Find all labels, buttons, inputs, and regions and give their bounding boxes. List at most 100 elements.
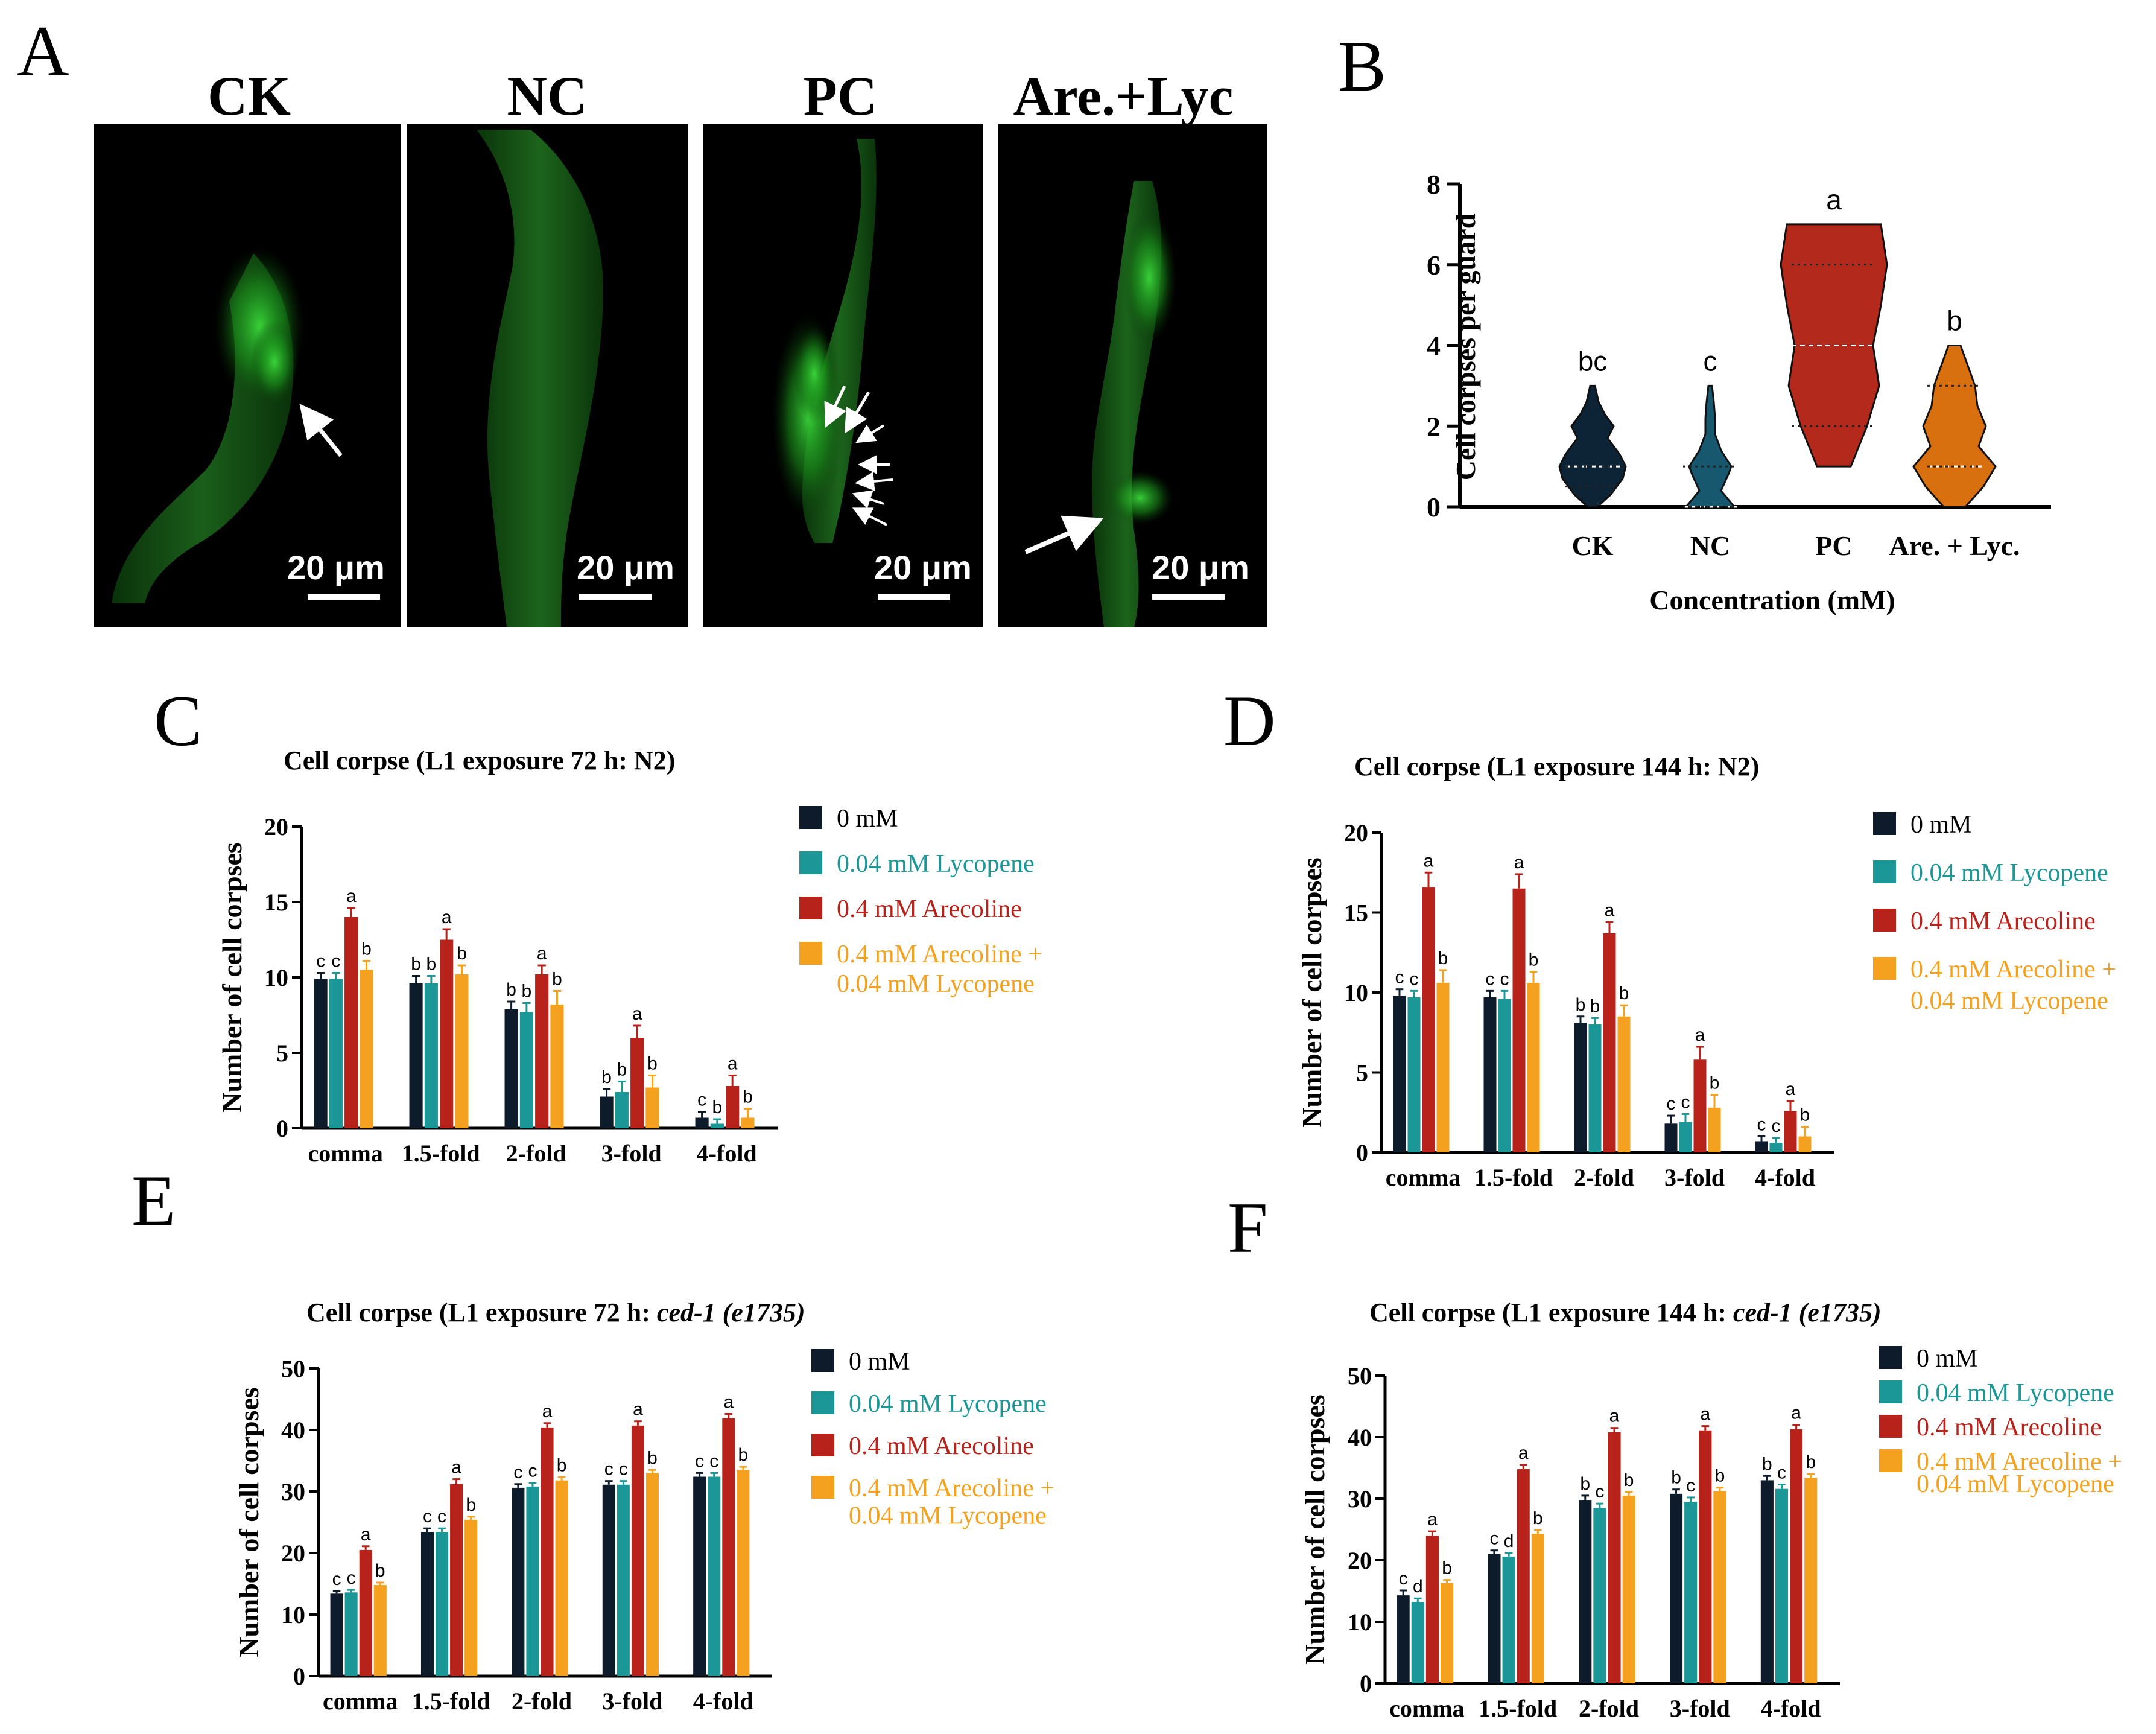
significance-letter: a (1514, 853, 1524, 872)
bar (1517, 1469, 1530, 1683)
legend-label: 0.04 mM Lycopene (837, 970, 1035, 998)
bar (645, 1473, 659, 1676)
legend-swatch (1873, 909, 1896, 932)
legend-swatch (1873, 860, 1896, 883)
panel-f-bar-chart: F Cell corpse (L1 exposure 144 h: ced-1 (… (1228, 1187, 2122, 1722)
significance-letter: a (1609, 1406, 1620, 1426)
scale-bar-nc: 20 μm (577, 548, 674, 586)
scale-bar-ck: 20 μm (287, 548, 385, 586)
significance-letter: b (1624, 1470, 1634, 1490)
bar (630, 1038, 644, 1128)
significance-letter: b (411, 954, 421, 974)
bar (1527, 983, 1540, 1152)
significance-letter: b (647, 1054, 658, 1074)
bar (737, 1470, 750, 1676)
bar (1790, 1429, 1803, 1683)
significance-letter: b (457, 944, 467, 964)
x-category-label: 1.5-fold (1474, 1164, 1553, 1191)
image-title-are-lyc: Are.+Lyc (1013, 65, 1234, 127)
significance-letter: b (1947, 305, 1962, 337)
bar (1498, 999, 1511, 1152)
y-tick-label: 10 (281, 1601, 305, 1628)
x-category-label: 3-fold (601, 1140, 662, 1167)
legend-swatch (1873, 812, 1896, 835)
legend-label: 0 mM (837, 805, 898, 833)
legend-label: 0.4 mM Arecoline + (1910, 956, 2116, 983)
violin-ck (1558, 384, 1627, 508)
significance-letter: b (426, 954, 437, 974)
x-category-label: 3-fold (602, 1688, 662, 1715)
bar (330, 1593, 343, 1676)
bar (1512, 888, 1526, 1152)
bar (464, 1519, 478, 1676)
y-tick-label: 15 (264, 889, 288, 916)
bar (722, 1418, 735, 1676)
x-category-label: 4-fold (693, 1688, 753, 1715)
x-category-label: 1.5-fold (402, 1140, 480, 1167)
panel-label-f: F (1228, 1187, 1268, 1268)
x-category-label: comma (308, 1140, 382, 1167)
significance-letter: a (1695, 1025, 1705, 1045)
x-category-label: CK (1572, 530, 1614, 561)
bar (420, 1532, 434, 1676)
legend-swatch (1879, 1380, 1902, 1403)
significance-letter: c (1777, 1463, 1786, 1483)
significance-letter: c (437, 1507, 446, 1526)
image-title-pc: PC (804, 65, 878, 127)
legend-swatch (799, 851, 822, 874)
x-category-label: Are. + Lyc. (1889, 530, 2020, 561)
chart-title: Cell corpse (L1 exposure 144 h: ced-1 (e… (1369, 1298, 1881, 1327)
x-category-label: 3-fold (1670, 1695, 1730, 1722)
significance-letter: b (1671, 1468, 1681, 1488)
bar (1393, 996, 1406, 1152)
significance-letter: c (1410, 969, 1419, 989)
bar (1483, 997, 1497, 1152)
x-category-label: 2-fold (512, 1688, 572, 1715)
bar (1622, 1495, 1635, 1683)
significance-letter: bc (1578, 345, 1608, 376)
significance-letter: c (528, 1461, 537, 1481)
significance-letter: d (1504, 1531, 1514, 1551)
legend-label: 0.04 mM Lycopene (1917, 1470, 2114, 1498)
significance-letter: a (1424, 851, 1434, 871)
significance-letter: a (346, 886, 357, 906)
legend-label: 0.04 mM Lycopene (849, 1390, 1047, 1418)
significance-letter: b (1442, 1558, 1452, 1578)
y-tick-label: 0 (1356, 1139, 1368, 1166)
bar (726, 1086, 740, 1128)
significance-letter: a (1427, 1510, 1438, 1529)
significance-letter: c (332, 1569, 341, 1589)
legend-label: 0.4 mM Arecoline (849, 1432, 1034, 1460)
y-tick-label: 0 (1360, 1670, 1372, 1697)
bar (1713, 1491, 1726, 1683)
significance-letter: a (361, 1525, 371, 1545)
bar (1699, 1430, 1712, 1683)
y-tick-label: 2 (1427, 411, 1441, 442)
chart-title: Cell corpse (L1 exposure 72 h: ced-1 (e1… (306, 1298, 805, 1327)
significance-letter: a (1826, 184, 1842, 215)
y-axis-label: Number of cell corpses (217, 842, 247, 1113)
x-axis-label: Concentration (mM) (1649, 585, 1895, 615)
y-tick-label: 40 (281, 1417, 305, 1444)
significance-letter: b (743, 1087, 753, 1107)
significance-letter: b (601, 1067, 612, 1087)
y-tick-label: 20 (264, 813, 288, 840)
bar (1670, 1493, 1683, 1683)
bar (1588, 1024, 1602, 1152)
chart-title-italic: ced-1 (e1735) (1733, 1298, 1882, 1327)
panel-a: A CK NC PC Are.+Lyc 20 μm 20 μm (17, 11, 1267, 627)
significance-letter: a (1786, 1079, 1796, 1099)
bar (450, 1484, 463, 1676)
x-category-label: 3-fold (1664, 1164, 1725, 1191)
legend-swatch (1879, 1449, 1902, 1472)
legend-swatch (811, 1349, 834, 1372)
bar (344, 1592, 358, 1676)
significance-letter: c (1489, 1529, 1498, 1549)
significance-letter: b (361, 939, 372, 959)
bar (1693, 1059, 1707, 1152)
legend-swatch (1879, 1415, 1902, 1438)
violin-nc (1684, 384, 1737, 508)
significance-letter: b (1800, 1105, 1810, 1125)
significance-letter: c (1681, 1092, 1690, 1112)
bar (645, 1087, 659, 1128)
